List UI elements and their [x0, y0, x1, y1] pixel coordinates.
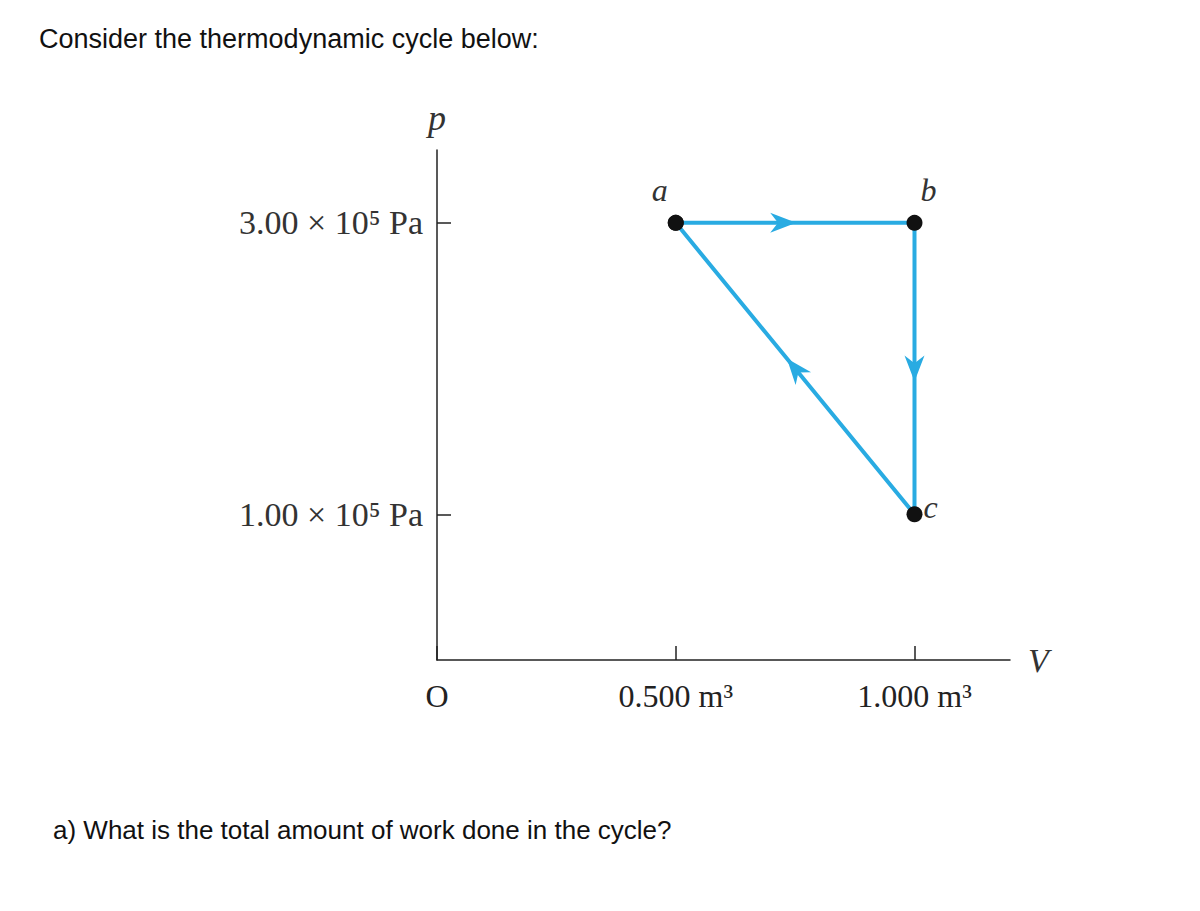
svg-text:O: O	[425, 678, 448, 714]
svg-text:b: b	[921, 172, 937, 208]
svg-text:c: c	[923, 489, 937, 525]
svg-text:Consider the thermodynamic cyc: Consider the thermodynamic cycle below:	[39, 24, 539, 54]
svg-text:1.000 m³: 1.000 m³	[857, 678, 971, 714]
svg-text:a) What is the total amount of: a) What is the total amount of work done…	[53, 815, 672, 845]
svg-text:V: V	[1028, 642, 1053, 679]
svg-text:1.00 × 10⁵ Pa: 1.00 × 10⁵ Pa	[239, 496, 423, 533]
svg-text:a: a	[652, 172, 668, 208]
svg-text:0.500 m³: 0.500 m³	[619, 678, 733, 714]
svg-text:3.00 × 10⁵ Pa: 3.00 × 10⁵ Pa	[239, 204, 423, 241]
svg-text:p: p	[425, 98, 446, 138]
